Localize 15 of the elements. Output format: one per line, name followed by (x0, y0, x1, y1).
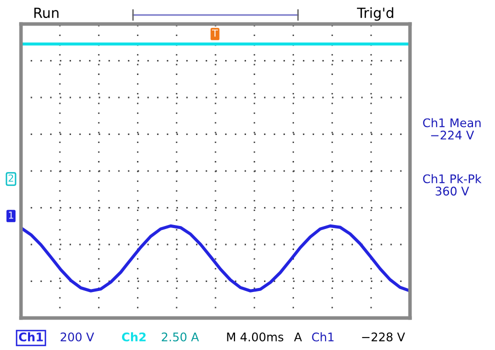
text: M 4.00ms (227, 332, 284, 342)
text: Ch1 (18, 332, 43, 342)
text: 1 (8, 212, 14, 219)
text: Run (34, 8, 58, 18)
text: −228 V (362, 332, 406, 342)
text: Ch1 (312, 332, 334, 342)
text: Ch1 Mean −224 V (423, 118, 481, 140)
text: Ch1 Pk-Pk 360 V (423, 174, 482, 196)
text: Ch2 (122, 332, 146, 342)
text: 200 V (60, 332, 94, 342)
text: Trig'd (356, 7, 394, 21)
text: A (294, 332, 302, 342)
text: 2.50 A (162, 332, 199, 342)
text: 2 (8, 174, 14, 182)
text: T (212, 30, 218, 37)
